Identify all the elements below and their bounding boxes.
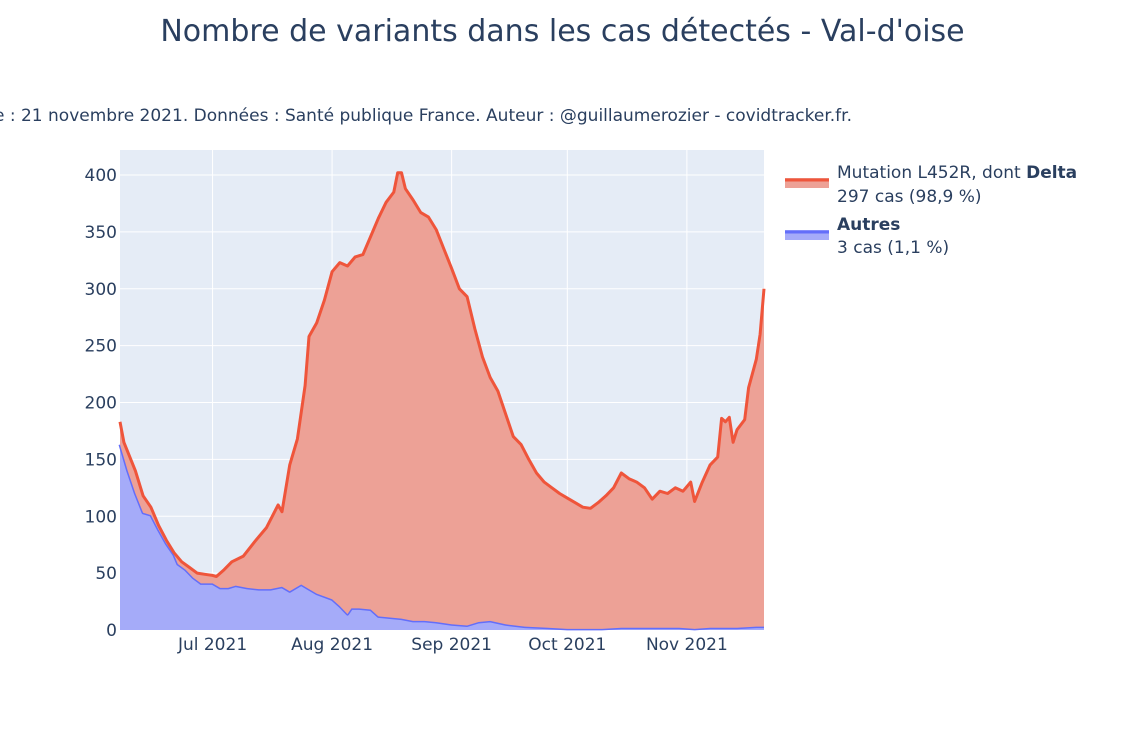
x-tick-label: Aug 2021 (291, 635, 373, 655)
x-tick-label: Oct 2021 (528, 635, 606, 655)
y-tick-label: 400 (85, 166, 117, 186)
legend-label-delta: Mutation L452R, dont Delta (837, 163, 1077, 183)
x-tick-label: Sep 2021 (411, 635, 492, 655)
y-tick-label: 200 (85, 394, 117, 414)
y-tick-label: 250 (85, 337, 117, 357)
y-tick-label: 50 (95, 564, 117, 584)
series-area-autres (120, 444, 764, 630)
area-layer (118, 171, 766, 631)
y-tick-label: 350 (85, 223, 117, 243)
legend-label-autres: Autres (837, 215, 900, 235)
chart-title: Nombre de variants dans les cas détectés… (160, 14, 965, 49)
legend-item-autres[interactable]: Autres 3 cas (1,1 %) (785, 215, 949, 258)
x-tick-label: Nov 2021 (646, 635, 728, 655)
series-area-mutation-l452r-dont-delta (120, 172, 764, 629)
legend-detail-autres: 3 cas (1,1 %) (837, 238, 949, 258)
tick-layer: 0 50 100 150 200 250 300 350 400 Jul 2021 Aug 2021… (85, 166, 728, 655)
y-tick-label: 150 (85, 450, 117, 470)
chart-subtitle: e : 21 novembre 2021. Données : Santé pu… (0, 106, 852, 126)
y-tick-label: 0 (106, 621, 117, 641)
legend-swatch-delta (785, 178, 829, 188)
legend-swatch-autres (785, 230, 829, 240)
y-tick-label: 100 (85, 507, 117, 527)
x-tick-label: Jul 2021 (177, 635, 247, 655)
series-line-mutation-l452r-dont-delta[interactable] (118, 171, 766, 578)
legend-item-delta[interactable]: Mutation L452R, dont Delta 297 cas (98,9… (785, 163, 1077, 207)
y-tick-label: 300 (85, 280, 117, 300)
legend[interactable]: Mutation L452R, dont Delta 297 cas (98,9… (785, 163, 1077, 258)
legend-detail-delta: 297 cas (98,9 %) (837, 187, 982, 207)
